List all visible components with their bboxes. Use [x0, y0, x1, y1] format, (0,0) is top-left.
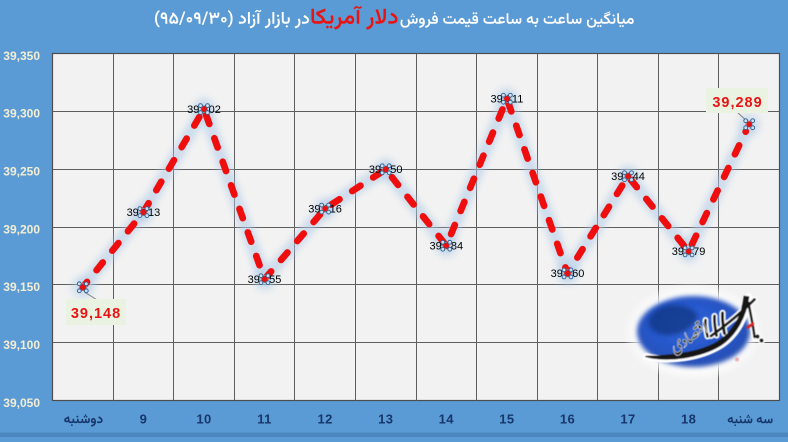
svg-text:16: 16	[560, 411, 575, 426]
svg-text:10: 10	[196, 411, 211, 426]
svg-text:18: 18	[681, 411, 696, 426]
svg-text:39,200: 39,200	[3, 222, 40, 236]
svg-text:39,150: 39,150	[3, 280, 40, 294]
svg-text:39,250: 39,250	[3, 165, 40, 179]
svg-text:11: 11	[257, 411, 272, 426]
svg-text:12: 12	[317, 411, 332, 426]
svg-text:39,148: 39,148	[71, 306, 121, 322]
svg-text:15: 15	[499, 411, 514, 426]
svg-text:14: 14	[439, 411, 455, 426]
svg-text:9: 9	[140, 411, 148, 426]
svg-text:39,100: 39,100	[3, 338, 40, 352]
svg-text:39,289: 39,289	[712, 95, 762, 111]
svg-text:17: 17	[620, 411, 635, 426]
svg-text:39,350: 39,350	[3, 49, 40, 63]
svg-text:39,050: 39,050	[3, 396, 40, 410]
svg-text:13: 13	[378, 411, 393, 426]
svg-text:39,300: 39,300	[3, 107, 40, 121]
